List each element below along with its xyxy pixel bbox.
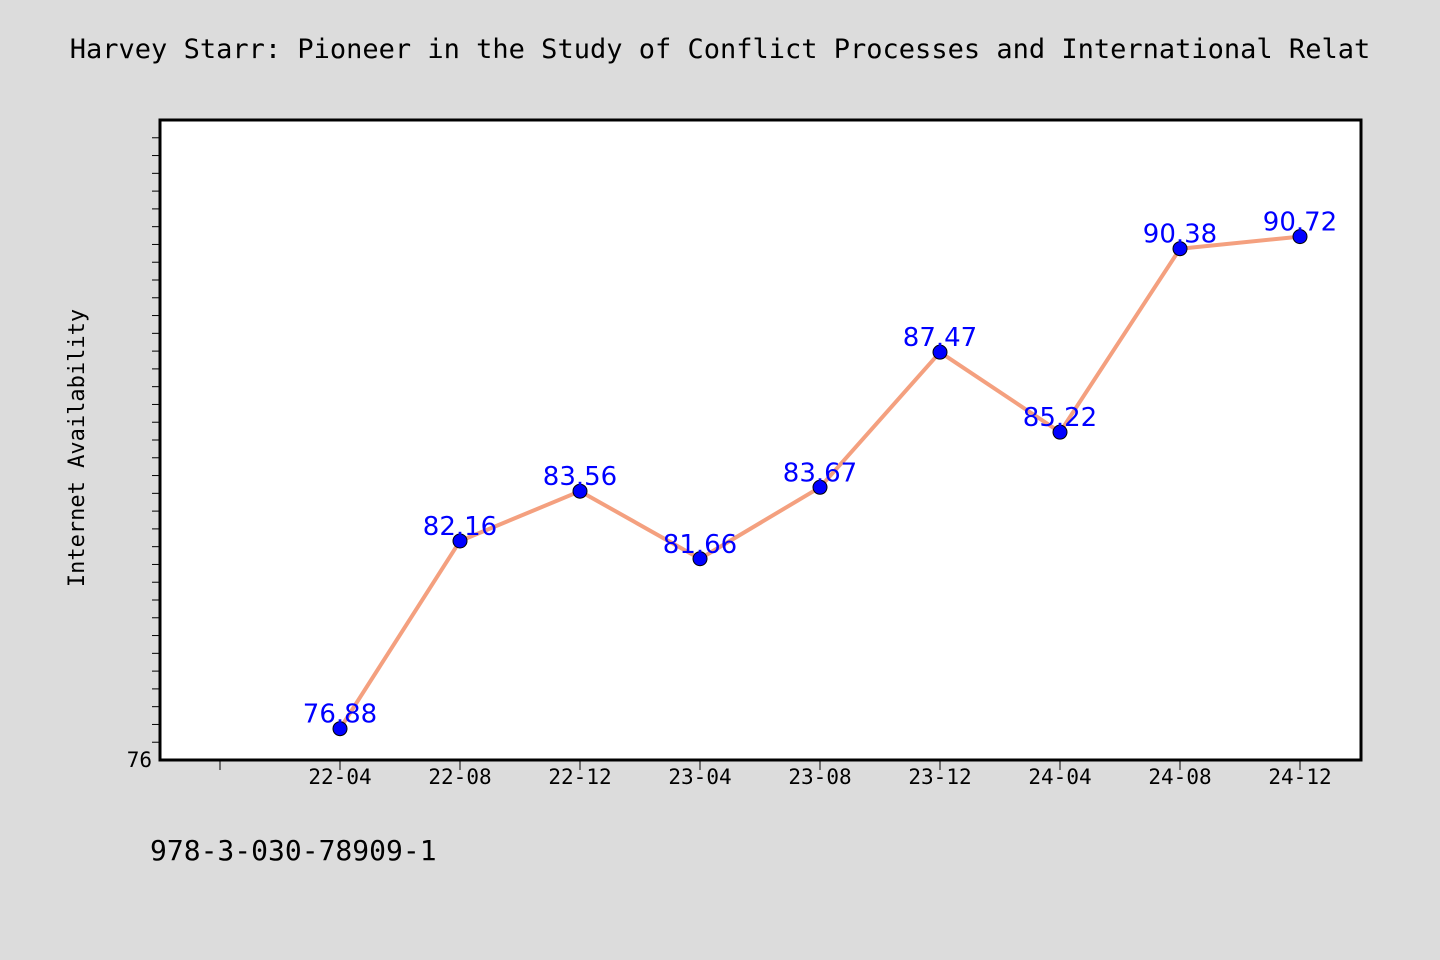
y-tick-label: 76 <box>127 748 152 772</box>
x-tick-label: 24-04 <box>1028 765 1091 789</box>
data-point <box>1052 424 1068 440</box>
x-tick-label: 23-12 <box>908 765 971 789</box>
x-tick-label: 23-08 <box>788 765 851 789</box>
data-point <box>332 721 348 737</box>
x-tick-label: 22-12 <box>548 765 611 789</box>
data-label: 83.67 <box>783 458 857 488</box>
isbn-footer: 978-3-030-78909-1 <box>150 834 437 867</box>
plot-area <box>158 118 1363 762</box>
data-label: 90.38 <box>1143 220 1217 250</box>
data-point <box>812 479 828 495</box>
data-label: 85.22 <box>1023 403 1097 433</box>
data-label: 82.16 <box>423 512 497 542</box>
data-point <box>1292 229 1308 245</box>
x-tick-label: 22-04 <box>308 765 371 789</box>
x-tick-label: 24-12 <box>1268 765 1331 789</box>
x-tick-label: 22-08 <box>428 765 491 789</box>
data-point <box>932 344 948 360</box>
data-label: 83.56 <box>543 462 617 492</box>
data-point <box>572 483 588 499</box>
data-point <box>692 551 708 567</box>
chart-title: Harvey Starr: Pioneer in the Study of Co… <box>69 34 1371 65</box>
data-label: 90.72 <box>1263 208 1337 238</box>
data-point <box>452 533 468 549</box>
data-label: 81.66 <box>663 530 737 560</box>
data-label: 87.47 <box>903 323 977 353</box>
x-tick-label: 23-04 <box>668 765 731 789</box>
data-point <box>1172 241 1188 257</box>
y-axis-label: Internet Availability <box>65 309 90 587</box>
x-tick-label: 24-08 <box>1148 765 1211 789</box>
data-label: 76.88 <box>303 700 377 730</box>
